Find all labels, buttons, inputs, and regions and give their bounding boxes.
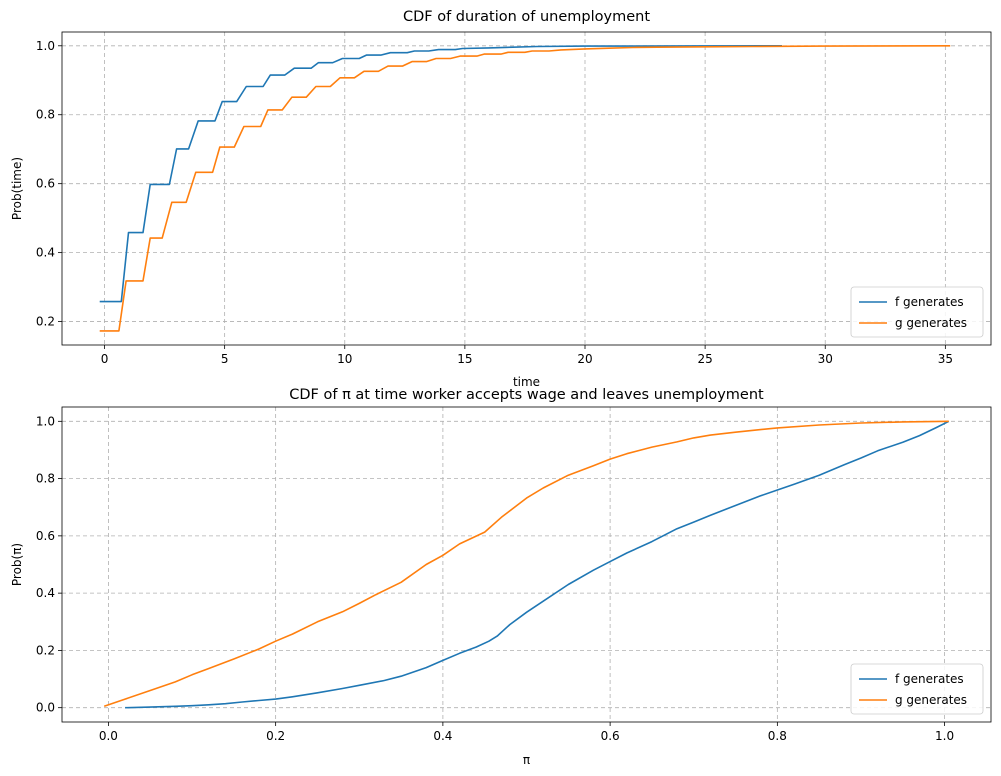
chart-2: 0.0 0.2 0.4 0.6 0.8 1.0 0.0 0.2 0.4 0.6 0.8 1.0 CDF …: [10, 387, 992, 767]
y-axis-label: Prob(π): [10, 543, 24, 586]
x-tick-label: 0.6: [601, 729, 620, 743]
x-tick-label: 0.0: [99, 729, 118, 743]
y-tick-label: 0.2: [36, 643, 55, 657]
x-tick-label: 35: [938, 352, 953, 366]
series-line-g-generates: [99, 45, 951, 332]
chart-title: CDF of duration of unemployment: [403, 9, 650, 25]
series-line-g-generates: [103, 420, 949, 708]
y-tick-label: 0.0: [36, 701, 55, 715]
y-tick-label: 0.2: [36, 315, 55, 329]
y-tick-label: 1.0: [36, 39, 55, 53]
series-line-f-generates: [125, 420, 950, 709]
x-tick-label: 25: [697, 352, 712, 366]
x-tick-label: 0: [101, 352, 109, 366]
y-tick-label: 0.4: [36, 586, 55, 600]
y-tick-label: 0.8: [36, 472, 55, 486]
y-tick-label: 0.8: [36, 108, 55, 122]
chart-1: 0 5 10 15 20 25 30 35 0.2 0.4 0.6 0.8 1.0 CDF of dura…: [10, 9, 992, 389]
legend-box: [850, 663, 984, 715]
x-tick-label: 1.0: [935, 729, 954, 743]
x-tick-label: 0.4: [433, 729, 452, 743]
legend-label: g generates: [895, 316, 967, 330]
y-tick-label: 1.0: [36, 414, 55, 428]
legend: f generates g generates: [850, 286, 984, 338]
x-tick-label: 0.2: [266, 729, 285, 743]
y-tick-label: 0.6: [36, 529, 55, 543]
legend-label: f generates: [895, 672, 964, 686]
x-axis-label: time: [513, 375, 540, 389]
y-tick-label: 0.6: [36, 177, 55, 191]
legend-label: f generates: [895, 295, 964, 309]
x-tick-label: 0.8: [768, 729, 787, 743]
series-line-f-generates: [99, 45, 783, 303]
x-tick-label: 15: [457, 352, 472, 366]
x-tick-label: 30: [818, 352, 833, 366]
y-tick-label: 0.4: [36, 246, 55, 260]
legend-box: [850, 286, 984, 338]
x-tick-label: 10: [337, 352, 352, 366]
x-tick-label: 20: [577, 352, 592, 366]
x-tick-label: 5: [221, 352, 229, 366]
legend-label: g generates: [895, 693, 967, 707]
chart-title: CDF of π at time worker accepts wage and…: [289, 387, 764, 403]
y-axis-label: Prob(time): [10, 157, 24, 220]
legend: f generates g generates: [850, 663, 984, 715]
plot-frame: [61, 31, 992, 346]
plot-frame: [61, 406, 992, 723]
x-axis-label: π: [523, 753, 530, 767]
